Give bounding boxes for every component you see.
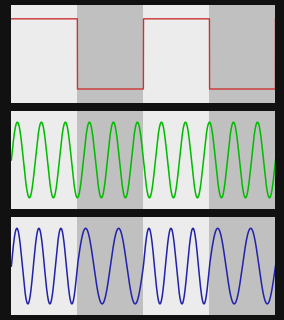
Bar xyxy=(275,5,284,103)
Bar xyxy=(11,217,77,315)
Bar xyxy=(275,111,284,209)
Bar xyxy=(77,217,143,315)
Bar xyxy=(11,111,77,209)
Bar xyxy=(209,111,275,209)
Bar xyxy=(143,217,210,315)
Bar xyxy=(77,5,143,103)
Bar xyxy=(11,5,77,103)
Bar xyxy=(143,5,210,103)
Bar xyxy=(275,217,284,315)
Bar xyxy=(143,111,210,209)
Bar xyxy=(209,5,275,103)
Bar xyxy=(77,111,143,209)
Bar xyxy=(209,217,275,315)
